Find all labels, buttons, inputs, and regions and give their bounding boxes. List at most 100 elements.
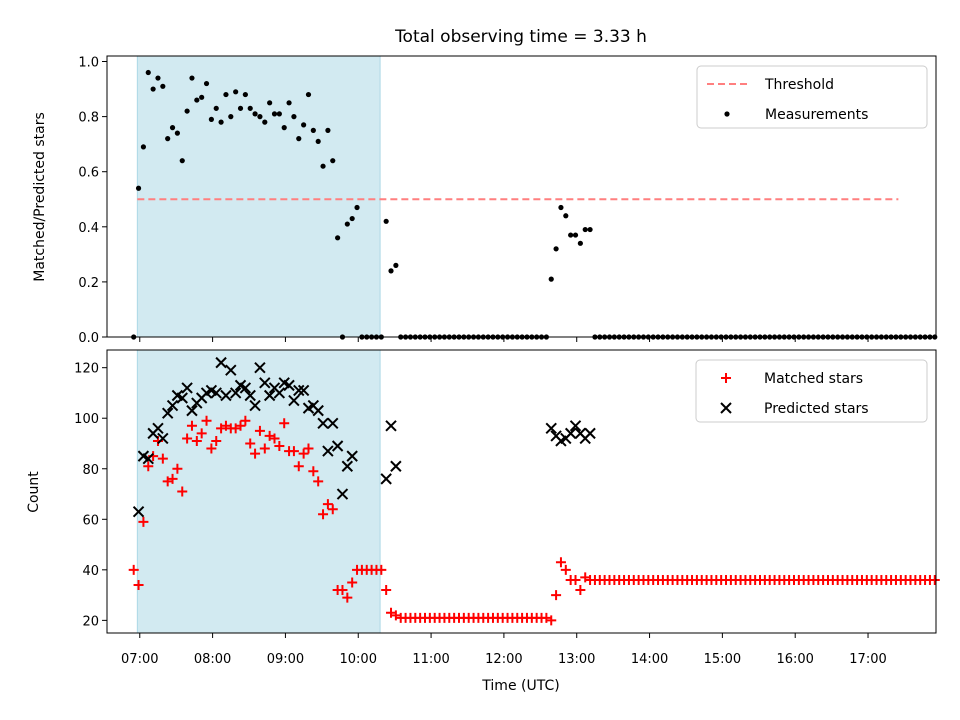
matched-star-point: [186, 420, 197, 431]
measurement-point: [393, 262, 399, 268]
measurement-point: [165, 136, 171, 142]
measurement-point: [267, 100, 273, 106]
measurement-point: [174, 130, 180, 136]
measurement-point: [301, 122, 307, 128]
predicted-star-point: [220, 389, 232, 402]
y-tick-label: 120: [74, 362, 99, 377]
predicted-star-point: [288, 394, 300, 407]
matched-star-point: [322, 499, 333, 510]
matched-star-point: [570, 574, 581, 585]
matched-star-point: [303, 443, 314, 454]
matched-star-point: [555, 557, 566, 568]
matched-star-point: [133, 579, 144, 590]
predicted-star-point: [327, 417, 339, 429]
matched-star-point: [560, 564, 571, 575]
measurement-point: [568, 232, 574, 238]
measurement-point: [213, 105, 219, 111]
measurement-point: [247, 105, 253, 111]
predicted-star-point: [336, 488, 349, 500]
predicted-star-point: [312, 404, 324, 417]
y-tick-label: 0.0: [78, 331, 99, 346]
predicted-star-point: [229, 387, 242, 399]
matched-star-point: [337, 585, 348, 596]
matched-star-point: [318, 509, 329, 520]
predicted-star-point: [157, 432, 169, 445]
legend-matched-swatch: [721, 373, 731, 383]
matched-star-point: [546, 615, 557, 626]
legend-predicted-swatch: [720, 402, 732, 414]
matched-star-point: [929, 574, 940, 585]
measurement-point: [325, 127, 331, 133]
ratio-panel: 0.0 0.2 0.4 0.6 0.8 1.0 Matched/Predicted sta…: [32, 55, 938, 346]
predicted-star-point: [161, 407, 174, 419]
matched-star-point: [327, 504, 338, 515]
measurement-point: [281, 125, 287, 131]
matched-star-point: [138, 516, 149, 527]
x-tick-label: 08:00: [194, 652, 231, 667]
count-panel-frame: [106, 349, 937, 634]
measurement-point: [286, 100, 292, 106]
matched-star-point: [182, 433, 193, 444]
measurement-point: [145, 69, 151, 76]
matched-star-point: [298, 448, 309, 459]
matched-star-point: [269, 433, 280, 444]
measurement-point: [135, 185, 142, 191]
legend-label: Measurements: [765, 107, 868, 123]
y-tick-label: 0.4: [78, 221, 99, 236]
observing-interval-shade: [136, 55, 381, 338]
legend-label: Threshold: [764, 77, 834, 93]
measurement-point: [262, 119, 268, 125]
measurement-point: [296, 136, 302, 142]
count-y-axis-label: Count: [26, 471, 42, 513]
measurement-point: [344, 221, 350, 227]
matched-star-point: [235, 420, 246, 431]
matched-star-point: [211, 435, 222, 446]
predicted-star-point: [263, 389, 276, 402]
legend-box: [696, 65, 928, 129]
predicted-star-point: [564, 427, 577, 440]
measurement-point: [330, 158, 336, 164]
matched-star-point: [167, 473, 178, 484]
x-tick-label: 09:00: [267, 652, 304, 667]
predicted-star-point: [225, 364, 237, 376]
matched-star-point: [293, 461, 304, 472]
measurement-point: [563, 213, 569, 219]
predicted-star-point: [181, 382, 193, 394]
y-tick-label: 0.8: [78, 111, 99, 126]
matched-star-point: [196, 428, 207, 439]
measurement-point: [354, 204, 360, 211]
measurement-point: [310, 127, 316, 133]
matched-star-point: [206, 443, 217, 454]
x-tick-label: 10:00: [340, 652, 377, 667]
x-tick-label: 13:00: [558, 652, 595, 667]
matched-star-point: [250, 448, 261, 459]
measurement-point: [553, 246, 559, 252]
matched-star-point: [575, 585, 586, 596]
y-tick-label: 40: [82, 564, 99, 579]
y-tick-label: 100: [74, 412, 99, 427]
measurement-point: [203, 80, 210, 87]
predicted-star-point: [142, 452, 154, 465]
measurement-point: [582, 226, 588, 233]
x-tick-label: 12:00: [485, 652, 522, 667]
predicted-star-point: [249, 399, 261, 412]
y-tick-label: 0.6: [78, 166, 99, 181]
matched-star-point: [157, 453, 168, 464]
matched-star-point: [177, 486, 188, 497]
predicted-star-point: [283, 379, 295, 392]
x-tick-label: 07:00: [121, 652, 158, 667]
matched-star-point: [313, 476, 324, 487]
measurement-point: [160, 83, 166, 89]
count-panel: 20 40 60 80 100 120 07:00 08:00 09:00 10:00 11:00…: [26, 349, 940, 694]
matched-star-point: [254, 425, 265, 436]
predicted-star-point: [239, 382, 252, 394]
measurement-point: [548, 276, 554, 282]
predicted-star-point: [297, 384, 310, 397]
predicted-star-point: [584, 427, 596, 440]
predicted-star-point: [244, 389, 256, 402]
predicted-star-point: [273, 387, 286, 399]
count-legend: Matched stars Predicted stars: [695, 359, 928, 423]
x-tick-label: 16:00: [776, 652, 813, 667]
matched-star-point: [201, 415, 212, 426]
measurement-point: [169, 125, 176, 131]
